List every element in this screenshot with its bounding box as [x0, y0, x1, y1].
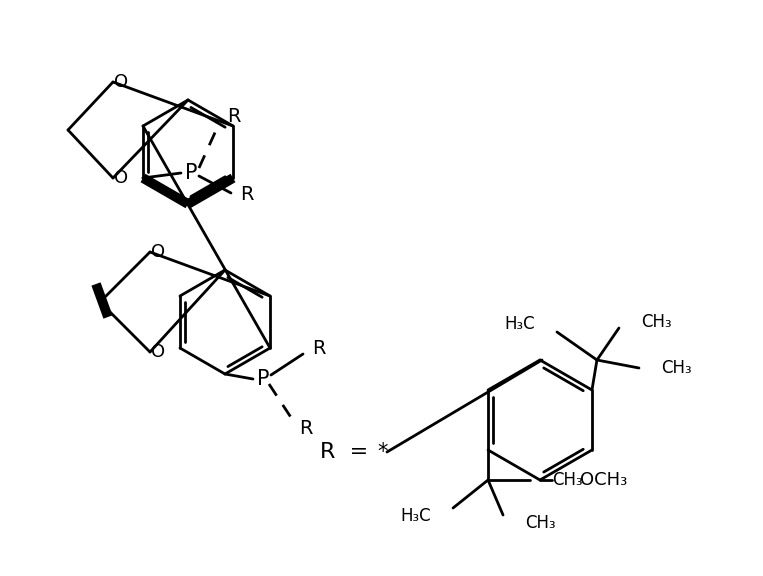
Text: R: R: [240, 185, 254, 204]
Text: P: P: [257, 369, 269, 389]
Text: O: O: [151, 343, 165, 361]
Text: O: O: [151, 243, 165, 261]
Text: *: *: [378, 442, 388, 462]
Text: P: P: [185, 163, 197, 183]
Text: CH₃: CH₃: [641, 313, 671, 331]
Text: OCH₃: OCH₃: [580, 471, 627, 489]
Text: R: R: [227, 108, 240, 127]
Text: CH₃: CH₃: [525, 514, 555, 532]
Text: H₃C: H₃C: [401, 507, 431, 525]
Text: R: R: [312, 339, 326, 358]
Text: CH₃: CH₃: [552, 471, 583, 489]
Text: R  =: R =: [320, 442, 369, 462]
Text: H₃C: H₃C: [504, 315, 535, 333]
Text: O: O: [114, 169, 128, 187]
Text: R: R: [299, 419, 313, 438]
Text: O: O: [114, 73, 128, 91]
Text: CH₃: CH₃: [661, 359, 691, 377]
